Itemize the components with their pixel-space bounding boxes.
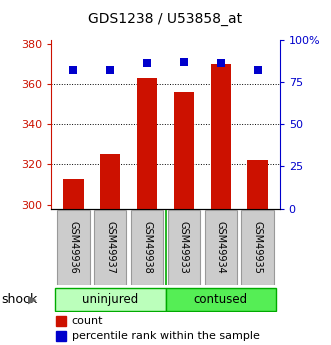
Text: GSM49935: GSM49935 <box>253 221 262 274</box>
Bar <box>248 160 268 209</box>
Point <box>144 61 150 66</box>
Point <box>71 67 76 73</box>
Bar <box>131 210 163 285</box>
Bar <box>57 210 90 285</box>
Bar <box>100 155 120 209</box>
Bar <box>205 210 237 285</box>
Point <box>181 59 187 65</box>
Text: GSM49934: GSM49934 <box>216 221 226 274</box>
Bar <box>56 316 66 326</box>
Bar <box>174 92 194 209</box>
Bar <box>168 210 200 285</box>
Text: contused: contused <box>194 293 248 306</box>
Text: ▶: ▶ <box>28 294 37 304</box>
Text: percentile rank within the sample: percentile rank within the sample <box>72 331 260 341</box>
Bar <box>55 288 166 311</box>
Text: GSM49938: GSM49938 <box>142 221 152 274</box>
Point <box>108 67 113 73</box>
Text: GSM49933: GSM49933 <box>179 221 189 274</box>
Text: count: count <box>72 316 103 326</box>
Bar <box>211 64 231 209</box>
Bar <box>94 210 126 285</box>
Point <box>255 67 260 73</box>
Text: uninjured: uninjured <box>82 293 138 306</box>
Text: shock: shock <box>2 293 38 306</box>
Text: GDS1238 / U53858_at: GDS1238 / U53858_at <box>88 12 243 26</box>
Bar <box>241 210 274 285</box>
Bar <box>56 331 66 341</box>
Point <box>218 61 223 66</box>
Bar <box>137 78 157 209</box>
Text: GSM49936: GSM49936 <box>69 221 78 274</box>
Bar <box>63 179 83 209</box>
Text: GSM49937: GSM49937 <box>105 221 115 274</box>
Bar <box>166 288 276 311</box>
